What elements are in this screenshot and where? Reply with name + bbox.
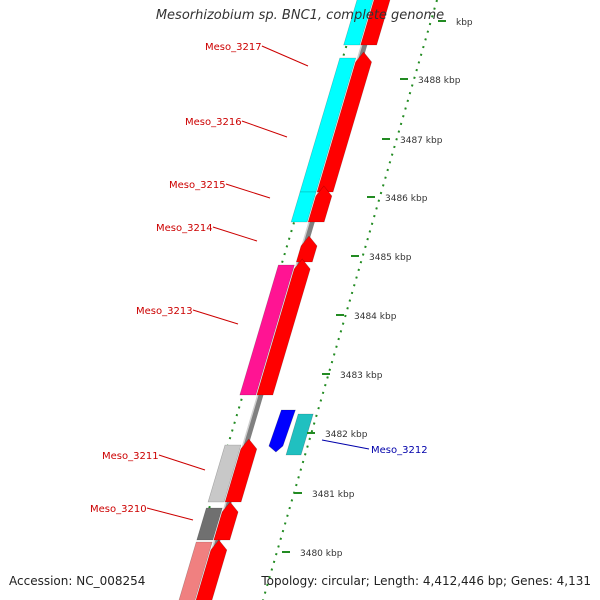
- gene-leader-line: [261, 45, 309, 67]
- gene-leader-line: [146, 507, 194, 521]
- gene-leader-line: [241, 120, 288, 138]
- scale-tick-label: 3488 kbp: [418, 76, 461, 86]
- scale-tick-label: 3480 kbp: [300, 549, 343, 559]
- gene-leader-line: [158, 454, 206, 471]
- scale-tick-label: 3482 kbp: [325, 430, 368, 440]
- cds-arrow-bottom[interactable]: [190, 539, 228, 600]
- gene-leader-line: [192, 309, 239, 325]
- gene-region-Meso_3210[interactable]: [196, 507, 223, 541]
- gene-leader-line: [321, 439, 370, 450]
- topology-text: Topology: circular; Length: 4,412,446 bp…: [261, 574, 591, 588]
- scale-tick-label: 3486 kbp: [385, 194, 428, 204]
- gene-label-Meso_3211[interactable]: Meso_3211: [102, 451, 159, 462]
- gene-label-Meso_3216[interactable]: Meso_3216: [185, 117, 242, 128]
- gene-labels: Meso_3217 Meso_3216 Meso_3215 Meso_3214 Meso…: [90, 42, 428, 521]
- gene-label-Meso_3215[interactable]: Meso_3215: [169, 180, 226, 191]
- gene-label-Meso_3213[interactable]: Meso_3213: [136, 306, 193, 317]
- scale-tick-label: kbp: [456, 18, 473, 28]
- outer-dotted-track: [262, 0, 438, 600]
- scale-tick-label: 3481 kbp: [312, 490, 355, 500]
- gene-region-Meso_3211[interactable]: [207, 444, 242, 503]
- cds-arrow-Meso_3212[interactable]: [268, 409, 296, 453]
- gene-label-Meso_3214[interactable]: Meso_3214: [156, 223, 213, 234]
- gene-label-Meso_3212[interactable]: Meso_3212: [371, 445, 428, 456]
- scale-tick-label: 3485 kbp: [369, 253, 412, 263]
- gene-region-Meso_3212[interactable]: [285, 413, 314, 456]
- cds-arrow-Meso_3211[interactable]: [224, 438, 258, 503]
- scale-tick-label: 3487 kbp: [400, 136, 443, 146]
- cds-arrow-Meso_3217[interactable]: [360, 0, 392, 46]
- gene-features: [173, 0, 392, 600]
- scale-labels: 3480 kbp 3481 kbp 3482 kbp 3483 kbp 3484 kbp…: [282, 18, 473, 559]
- gene-region-Meso_3217[interactable]: [343, 0, 376, 46]
- cds-arrow-Meso_3215[interactable]: [307, 185, 333, 223]
- gene-label-Meso_3210[interactable]: Meso_3210: [90, 504, 147, 515]
- cds-arrow-Meso_3214[interactable]: [295, 235, 318, 263]
- gene-region-bottom[interactable]: [173, 541, 213, 600]
- scale-tick-label: 3484 kbp: [354, 312, 397, 322]
- gene-label-Meso_3217[interactable]: Meso_3217: [205, 42, 262, 53]
- gene-leader-line: [212, 226, 258, 242]
- gene-region-Meso_3213[interactable]: [239, 264, 295, 396]
- gene-leader-line: [225, 183, 271, 199]
- map-title: Mesorhizobium sp. BNC1, complete genome: [155, 8, 445, 23]
- gene-region-Meso_3215[interactable]: [290, 191, 317, 223]
- cds-arrow-Meso_3213[interactable]: [256, 258, 311, 396]
- accession-text: Accession: NC_008254: [9, 574, 146, 588]
- scale-tick-label: 3483 kbp: [340, 371, 383, 381]
- cds-arrow-Meso_3210[interactable]: [213, 501, 239, 541]
